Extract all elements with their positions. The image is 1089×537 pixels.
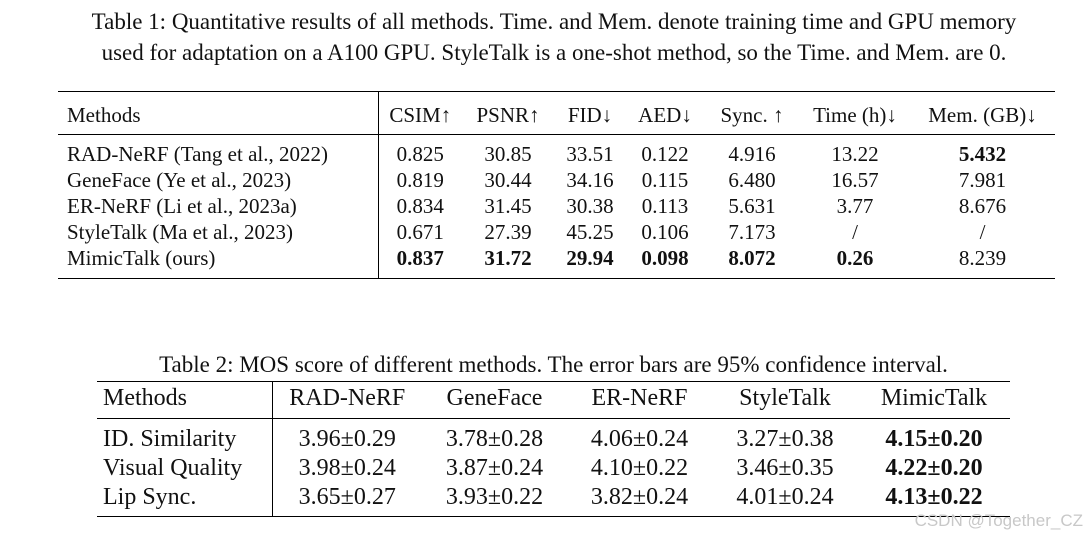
rad-nerf-score: 3.96±0.29	[298, 426, 396, 452]
time-value: 3.77	[836, 194, 874, 218]
sync-value: 4.916	[728, 142, 776, 166]
table2-header-geneface: GeneFace	[422, 381, 567, 419]
mos-score-table: Methods RAD-NeRF GeneFace ER-NeRF StyleT…	[97, 381, 1010, 517]
method-name: StyleTalk (Ma et al., 2023)	[58, 219, 379, 245]
table-row: GeneFace (Ye et al., 2023) 0.819 30.44 3…	[58, 167, 1055, 193]
fid-value: 33.51	[566, 142, 614, 166]
fid-value: 29.94	[566, 246, 614, 270]
rad-nerf-score: 3.98±0.24	[298, 455, 396, 481]
geneface-score: 3.87±0.24	[445, 455, 544, 481]
table2-header-styletalk: StyleTalk	[712, 381, 858, 419]
er-nerf-score: 4.06±0.24	[590, 426, 689, 452]
table1-header-psnr: PSNR↑	[462, 91, 554, 135]
table2-header-rad-nerf: RAD-NeRF	[272, 381, 422, 419]
mem-value: 8.676	[958, 194, 1007, 218]
table1-caption-line2: used for adaptation on a A100 GPU. Style…	[101, 40, 1007, 65]
time-value: /	[852, 220, 858, 244]
table1-caption-line1: Table 1: Quantitative results of all met…	[91, 9, 1017, 34]
metric-name: Visual Quality	[97, 454, 273, 483]
styletalk-score: 3.46±0.35	[736, 455, 834, 481]
mem-value: 5.432	[958, 142, 1007, 166]
table1-header-row: Methods CSIM↑ PSNR↑ FID↓ AED↓ Sync. ↑ Ti…	[58, 91, 1055, 135]
csim-value: 0.819	[396, 168, 444, 192]
csim-value: 0.834	[396, 194, 444, 218]
styletalk-score: 3.27±0.38	[736, 426, 834, 452]
table-row: MimicTalk (ours) 0.837 31.72 29.94 0.098…	[58, 245, 1055, 279]
table1-caption: Table 1: Quantitative results of all met…	[24, 6, 1084, 68]
table-row: Lip Sync. 3.65±0.27 3.93±0.22 3.82±0.24 …	[97, 483, 1010, 517]
fid-value: 30.38	[566, 194, 614, 218]
table1-header-fid: FID↓	[554, 91, 626, 135]
aed-value: 0.122	[641, 142, 689, 166]
sync-value: 7.173	[728, 220, 776, 244]
method-name: GeneFace (Ye et al., 2023)	[58, 167, 379, 193]
er-nerf-score: 4.10±0.22	[590, 455, 689, 481]
method-name: ER-NeRF (Li et al., 2023a)	[58, 193, 379, 219]
psnr-value: 31.45	[484, 194, 532, 218]
fid-value: 34.16	[566, 168, 614, 192]
csim-value: 0.671	[396, 220, 444, 244]
table2-header-row: Methods RAD-NeRF GeneFace ER-NeRF StyleT…	[97, 381, 1010, 419]
rad-nerf-score: 3.65±0.27	[298, 484, 396, 510]
table1-header-methods: Methods	[58, 91, 379, 135]
table1-header-mem: Mem. (GB)↓	[910, 91, 1055, 135]
mem-value: 8.239	[958, 246, 1007, 270]
csim-value: 0.825	[396, 142, 444, 166]
table-row: RAD-NeRF (Tang et al., 2022) 0.825 30.85…	[58, 134, 1055, 167]
sync-value: 8.072	[728, 246, 776, 270]
metric-name: ID. Similarity	[97, 418, 273, 454]
method-name: MimicTalk (ours)	[58, 245, 379, 279]
mimictalk-score: 4.13±0.22	[885, 484, 983, 510]
geneface-score: 3.93±0.22	[445, 484, 544, 510]
sync-value: 6.480	[728, 168, 776, 192]
table-row: ID. Similarity 3.96±0.29 3.78±0.28 4.06±…	[97, 418, 1010, 454]
aed-value: 0.106	[641, 220, 689, 244]
table1-header-aed: AED↓	[626, 91, 704, 135]
mem-value: /	[979, 220, 986, 244]
quantitative-results-table: Methods CSIM↑ PSNR↑ FID↓ AED↓ Sync. ↑ Ti…	[58, 91, 1055, 279]
er-nerf-score: 3.82±0.24	[590, 484, 689, 510]
aed-value: 0.115	[641, 168, 689, 192]
table2-caption: Table 2: MOS score of different methods.…	[159, 352, 948, 377]
psnr-value: 30.44	[484, 168, 532, 192]
aed-value: 0.113	[641, 194, 689, 218]
csim-value: 0.837	[396, 246, 444, 270]
table2-header-methods: Methods	[97, 381, 273, 419]
psnr-value: 30.85	[484, 142, 532, 166]
sync-value: 5.631	[728, 194, 776, 218]
metric-name: Lip Sync.	[97, 483, 273, 517]
psnr-value: 31.72	[484, 246, 532, 270]
psnr-value: 27.39	[484, 220, 532, 244]
fid-value: 45.25	[566, 220, 614, 244]
time-value: 0.26	[836, 246, 874, 270]
time-value: 16.57	[831, 168, 879, 192]
table2-header-er-nerf: ER-NeRF	[567, 381, 712, 419]
table1-header-sync: Sync. ↑	[704, 91, 800, 135]
table1-header-time: Time (h)↓	[800, 91, 910, 135]
method-name: RAD-NeRF (Tang et al., 2022)	[58, 134, 379, 167]
styletalk-score: 4.01±0.24	[736, 484, 834, 510]
mem-value: 7.981	[958, 168, 1007, 192]
mimictalk-score: 4.22±0.20	[885, 455, 983, 481]
table-row: ER-NeRF (Li et al., 2023a) 0.834 31.45 3…	[58, 193, 1055, 219]
aed-value: 0.098	[641, 246, 689, 270]
table2-header-mimictalk: MimicTalk	[858, 381, 1010, 419]
mimictalk-score: 4.15±0.20	[885, 426, 983, 452]
time-value: 13.22	[831, 142, 879, 166]
table-row: StyleTalk (Ma et al., 2023) 0.671 27.39 …	[58, 219, 1055, 245]
table-row: Visual Quality 3.98±0.24 3.87±0.24 4.10±…	[97, 454, 1010, 483]
table1-header-csim: CSIM↑	[378, 91, 462, 135]
watermark: CSDN @Together_CZ	[914, 511, 1083, 530]
geneface-score: 3.78±0.28	[445, 426, 544, 452]
